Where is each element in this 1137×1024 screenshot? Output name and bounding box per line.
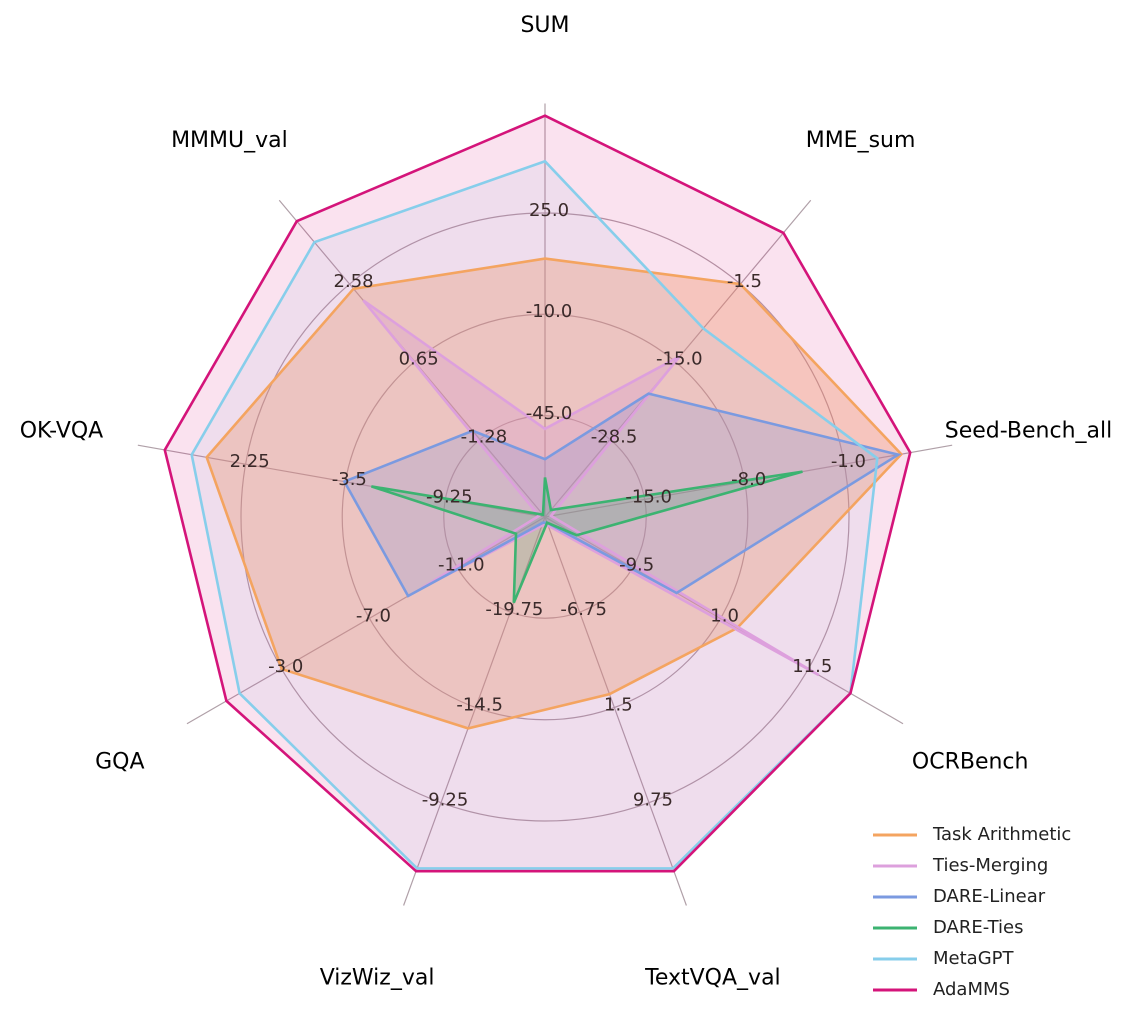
radar-series <box>163 114 912 873</box>
axis-label: OK-VQA <box>20 419 104 444</box>
tick-label: 0.65 <box>399 349 439 370</box>
tick-label: -1.0 <box>831 451 866 472</box>
legend-label: MetaGPT <box>933 948 1014 969</box>
tick-label: 1.5 <box>604 695 633 716</box>
tick-label: -9.5 <box>619 555 654 576</box>
tick-label: 25.0 <box>529 200 569 221</box>
tick-label: 11.5 <box>792 656 832 677</box>
axis-spoke <box>544 516 687 906</box>
axis-label: OCRBench <box>912 749 1029 774</box>
legend: Task Arithmetic Ties-Merging DARE-Linear DA… <box>873 824 1071 1000</box>
legend-label: Ties-Merging <box>932 855 1048 876</box>
legend-label: AdaMMS <box>933 979 1010 1000</box>
axis-labels: SUM MME_sum Seed-Bench_all OCRBench TextVQA_… <box>20 13 1112 990</box>
axis-label: VizWiz_val <box>320 965 435 990</box>
tick-label: -15.0 <box>656 349 703 370</box>
tick-label: 2.25 <box>230 451 270 472</box>
axis-label: SUM <box>520 13 569 38</box>
legend-label: Task Arithmetic <box>932 824 1071 845</box>
series-fill <box>191 161 878 869</box>
tick-label: -3.5 <box>332 469 367 490</box>
tick-label: -45.0 <box>526 403 573 424</box>
tick-label: -10.0 <box>526 301 573 322</box>
tick-label: -9.25 <box>426 486 473 507</box>
series-line-metagpt <box>190 159 879 870</box>
axis-spoke <box>544 516 904 725</box>
series-line-dare-linear <box>342 392 902 598</box>
tick-label: 9.75 <box>633 790 673 811</box>
series-line-dare-ties <box>370 470 803 604</box>
series-line-adamms <box>163 114 912 873</box>
axis-label: MME_sum <box>806 128 916 153</box>
axis-label: TextVQA_val <box>644 965 781 990</box>
tick-label: -1.28 <box>461 426 508 447</box>
axis-label: GQA <box>95 749 144 774</box>
legend-label: DARE-Linear <box>933 886 1046 907</box>
series-fill <box>344 393 899 596</box>
series-fill <box>164 115 911 872</box>
series-fill <box>206 258 902 729</box>
axis-label: Seed-Bench_all <box>945 419 1112 444</box>
tick-label: -15.0 <box>625 486 672 507</box>
tick-label: 1.0 <box>710 605 739 626</box>
tick-label: -6.75 <box>560 599 607 620</box>
tick-label: 2.58 <box>334 271 374 292</box>
tick-label: -14.5 <box>456 695 503 716</box>
legend-label: DARE-Ties <box>933 917 1023 938</box>
tick-labels: -45.0 -10.0 25.0 -28.5 -15.0 -1.5 -15.0 -8.0 -1.… <box>230 200 866 811</box>
axis-label: MMMU_val <box>171 128 288 153</box>
tick-label: -9.25 <box>422 790 469 811</box>
tick-label: -11.0 <box>438 555 485 576</box>
axis-spoke <box>186 516 546 725</box>
tick-label: -7.0 <box>356 605 391 626</box>
series-line-task-arithmetic <box>205 257 904 730</box>
tick-label: -1.5 <box>727 271 762 292</box>
tick-label: -19.75 <box>485 599 543 620</box>
tick-label: -28.5 <box>591 426 638 447</box>
tick-label: -3.0 <box>268 656 303 677</box>
series-fill <box>363 300 819 676</box>
tick-label: -8.0 <box>731 469 766 490</box>
